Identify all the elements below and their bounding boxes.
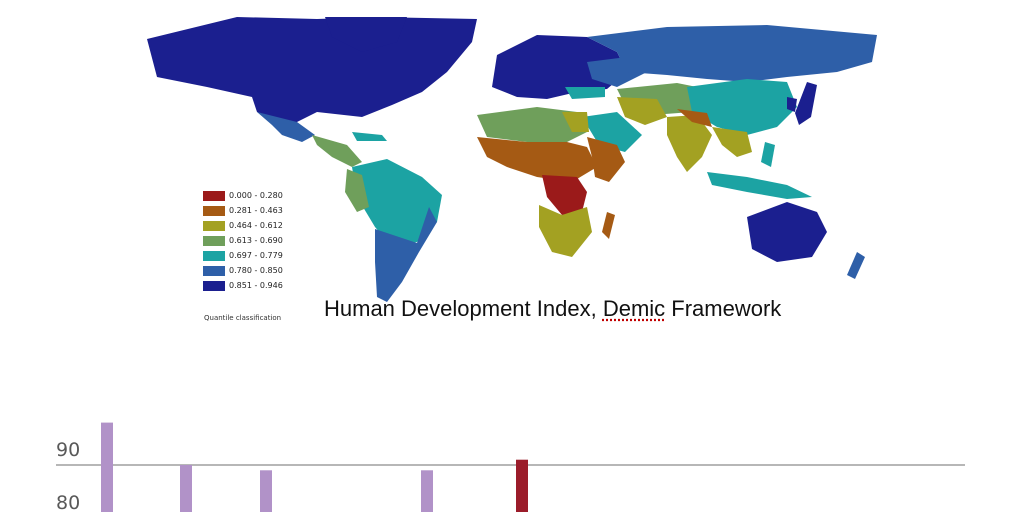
bar — [101, 423, 113, 512]
indonesia-region — [707, 172, 812, 199]
map-caption: Human Development Index, Demic Framework — [324, 296, 844, 322]
legend-item: 0.281 - 0.463 — [203, 206, 343, 221]
legend-label: 0.613 - 0.690 — [229, 236, 283, 246]
bar — [260, 470, 272, 512]
japan-region — [795, 82, 817, 125]
bar — [421, 470, 433, 512]
map-caption-tail: Framework — [665, 296, 781, 321]
legend-label: 0.697 - 0.779 — [229, 251, 283, 261]
legend-label: 0.000 - 0.280 — [229, 191, 283, 201]
legend-swatch — [203, 191, 225, 201]
madagascar-region — [602, 212, 615, 239]
legend-swatch — [203, 281, 225, 291]
legend-item: 0.464 - 0.612 — [203, 221, 343, 236]
west-africa-region — [477, 137, 597, 182]
legend-label: 0.780 - 0.850 — [229, 266, 283, 276]
world-hdi-map-figure: 0.000 - 0.280 0.281 - 0.463 0.464 - 0.612 0… — [147, 17, 877, 327]
map-legend: 0.000 - 0.280 0.281 - 0.463 0.464 - 0.612 0… — [203, 191, 343, 296]
central-africa-region — [542, 175, 587, 215]
bar — [180, 465, 192, 512]
legend-label: 0.464 - 0.612 — [229, 221, 283, 231]
legend-swatch — [203, 236, 225, 246]
partial-bar-chart: 90 80 — [0, 395, 1024, 512]
legend-swatch — [203, 221, 225, 231]
new-zealand-region — [847, 252, 865, 279]
turkey-region — [565, 87, 605, 99]
north-america-region — [147, 17, 477, 127]
australia-region — [747, 202, 827, 262]
legend-swatch — [203, 266, 225, 276]
y-tick-label-90: 90 — [56, 439, 80, 461]
legend-item: 0.851 - 0.946 — [203, 281, 343, 296]
philippines-region — [761, 142, 775, 167]
classification-note: Quantile classification — [204, 314, 281, 322]
legend-swatch — [203, 206, 225, 216]
caribbean-region — [352, 132, 387, 141]
legend-item: 0.780 - 0.850 — [203, 266, 343, 281]
legend-item: 0.000 - 0.280 — [203, 191, 343, 206]
legend-label: 0.851 - 0.946 — [229, 281, 283, 291]
legend-item: 0.697 - 0.779 — [203, 251, 343, 266]
map-caption-underlined: Demic — [603, 296, 665, 321]
legend-label: 0.281 - 0.463 — [229, 206, 283, 216]
central-america-region — [312, 135, 362, 167]
map-caption-main: Human Development Index, — [324, 296, 603, 321]
bar — [516, 460, 528, 512]
chart-plot-area — [0, 395, 1024, 512]
legend-item: 0.613 - 0.690 — [203, 236, 343, 251]
legend-swatch — [203, 251, 225, 261]
y-tick-label-80: 80 — [56, 492, 80, 514]
